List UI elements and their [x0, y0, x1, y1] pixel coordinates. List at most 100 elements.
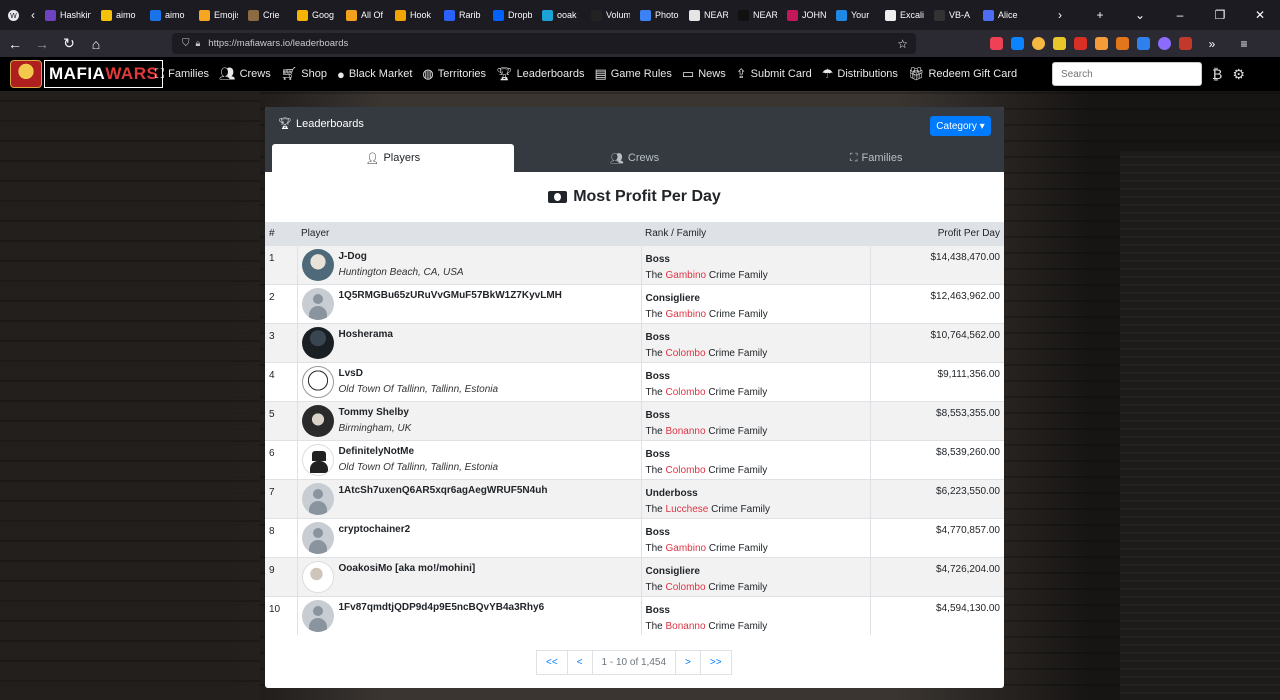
tab-scroll-right[interactable]: › [1058, 8, 1062, 22]
player-name[interactable]: cryptochainer2 [338, 523, 411, 535]
home-button[interactable]: ⌂ [91, 35, 101, 52]
family-link[interactable]: Colombo [665, 464, 706, 476]
table-row[interactable]: 10 1Fv87qmdtjQDP9d4p9E5ncBQvYB4a3Rhy6 Boss… [265, 595, 1004, 635]
player-name[interactable]: J-Dog [338, 250, 367, 262]
extension-icon[interactable] [1053, 37, 1066, 50]
player-name[interactable]: DefinitelyNotMe [338, 445, 415, 457]
browser-tab[interactable]: Goog [292, 0, 341, 30]
browser-tab[interactable]: Crie [243, 0, 292, 30]
browser-tab[interactable]: Photo [635, 0, 684, 30]
family-link[interactable]: Lucchese [665, 503, 709, 515]
extension-icon[interactable] [1095, 37, 1108, 50]
pagination-first[interactable]: << [536, 650, 568, 675]
player-name[interactable]: 1Fv87qmdtjQDP9d4p9E5ncBQvYB4a3Rhy6 [338, 601, 545, 613]
browser-tab[interactable]: Excali [880, 0, 929, 30]
tab-scroll-left[interactable]: ‹ [31, 8, 35, 22]
family-link[interactable]: Colombo [665, 347, 706, 359]
player-name[interactable]: 1Q5RMGBu65zURuVvGMuF57BkW1Z7KyvLMH [338, 289, 562, 301]
avatar[interactable] [301, 521, 334, 554]
reload-button[interactable]: ↻ [63, 35, 75, 51]
search-input[interactable] [1052, 62, 1202, 86]
pagination-last[interactable]: >> [699, 650, 732, 675]
avatar[interactable] [301, 287, 334, 320]
table-row[interactable]: 1 J-Dog Huntington Beach, CA, USA Boss The G… [265, 244, 1004, 284]
url-text[interactable]: https://mafiawars.io/leaderboards [208, 38, 349, 49]
table-row[interactable]: 5 Tommy Shelby Birmingham, UK Boss The Bonan… [265, 400, 1004, 440]
family-link[interactable]: Gambino [665, 308, 707, 320]
tab-families[interactable]: ⛶ Families [755, 144, 997, 172]
nav-territories[interactable]: ◍ Territories [422, 66, 486, 82]
wordpress-icon[interactable]: W [0, 0, 26, 30]
avatar[interactable] [301, 560, 334, 593]
nav-distributions[interactable]: ☂ Distributions [822, 66, 898, 82]
pagination-prev[interactable]: < [566, 650, 593, 675]
browser-tab[interactable]: Volum [586, 0, 635, 30]
browser-tab[interactable]: Hook [390, 0, 439, 30]
pagination-next[interactable]: > [675, 650, 701, 675]
family-link[interactable]: Bonanno [665, 620, 706, 632]
avatar[interactable] [301, 404, 334, 437]
restore-button[interactable]: ❐ [1214, 8, 1226, 22]
browser-tab[interactable]: Emojis [194, 0, 243, 30]
family-link[interactable]: Gambino [665, 542, 707, 554]
browser-tab[interactable]: Alice [978, 0, 1027, 30]
bookmark-star-icon[interactable]: ☆ [897, 36, 908, 51]
browser-tab[interactable]: All Of [341, 0, 390, 30]
browser-tab[interactable]: NEAR [684, 0, 733, 30]
nav-game-rules[interactable]: ▤ Game Rules [594, 66, 671, 82]
browser-tab[interactable]: Hashking [40, 0, 96, 30]
player-name[interactable]: 1AtcSh7uxenQ6AR5xqr6agAegWRUF5N4uh [338, 484, 548, 496]
browser-tab[interactable]: Rarib [439, 0, 488, 30]
pocket-icon[interactable] [990, 37, 1003, 50]
shield-icon[interactable]: ⛉ [182, 38, 190, 49]
player-name[interactable]: OoakosiMo [aka mo!/mohini] [338, 562, 476, 574]
table-row[interactable]: 4 LvsD Old Town Of Tallinn, Tallinn, Eston… [265, 361, 1004, 401]
settings-icon[interactable]: ⚙ [1232, 65, 1245, 82]
browser-tab[interactable]: JOHN [782, 0, 831, 30]
browser-tab[interactable]: Dropb [488, 0, 537, 30]
table-row[interactable]: 2 1Q5RMGBu65zURuVvGMuF57BkW1Z7KyvLMH Consi… [265, 283, 1004, 323]
browser-tab[interactable]: NEAR [733, 0, 782, 30]
table-row[interactable]: 8 cryptochainer2 Boss The Gambino Crime Fam… [265, 517, 1004, 557]
avatar[interactable] [301, 443, 334, 476]
extension-icon[interactable] [1032, 37, 1045, 50]
nav-leaderboards[interactable]: 🏆︎ Leaderboards [496, 66, 584, 82]
browser-tab[interactable]: VB-A [929, 0, 978, 30]
nav-crews[interactable]: 👥︎ Crews [219, 66, 271, 82]
avatar[interactable] [301, 365, 334, 398]
table-row[interactable]: 9 OoakosiMo [aka mo!/mohini] Consigliere Th… [265, 556, 1004, 596]
tab-list-button[interactable]: ⌄ [1134, 8, 1146, 22]
back-button[interactable]: ← [8, 35, 22, 52]
bitcoin-icon[interactable]: ₿ [1212, 66, 1223, 82]
player-name[interactable]: Tommy Shelby [338, 406, 409, 418]
extension-icon[interactable] [1137, 37, 1150, 50]
family-link[interactable]: Gambino [665, 269, 707, 281]
site-logo[interactable]: MAFIA WARS [10, 59, 164, 88]
avatar[interactable] [301, 482, 334, 515]
extension-icon[interactable] [1179, 37, 1192, 50]
browser-tab[interactable]: aimo [145, 0, 194, 30]
lock-icon[interactable]: 🔒︎ [195, 38, 201, 48]
category-dropdown-button[interactable]: Category ▾ [930, 116, 991, 136]
forward-button[interactable]: → [35, 35, 49, 52]
avatar[interactable] [301, 248, 334, 281]
download-icon[interactable] [1011, 37, 1024, 50]
nav-families[interactable]: ⛶ Families [155, 66, 209, 82]
new-tab-button[interactable]: + [1096, 8, 1104, 22]
tab-crews[interactable]: 👥︎ Crews [514, 144, 756, 172]
menu-icon[interactable]: ≡ [1240, 36, 1248, 51]
table-row[interactable]: 6 DefinitelyNotMe Old Town Of Tallinn, Tal… [265, 439, 1004, 479]
nav-redeem-gift-card[interactable]: 🎁︎ Redeem Gift Card [908, 66, 1017, 82]
metamask-icon[interactable] [1116, 37, 1129, 50]
player-name[interactable]: Hosherama [338, 328, 393, 340]
browser-tab[interactable]: Your [831, 0, 880, 30]
avatar[interactable] [301, 599, 334, 632]
overflow-menu-icon[interactable]: » [1208, 36, 1216, 51]
browser-tab[interactable]: aimo [96, 0, 145, 30]
close-window-button[interactable]: ✕ [1254, 8, 1266, 22]
family-link[interactable]: Bonanno [665, 425, 706, 437]
url-bar[interactable]: ⛉ 🔒︎ https://mafiawars.io/leaderboards ☆ [172, 33, 916, 54]
player-name[interactable]: LvsD [338, 367, 363, 379]
minimize-button[interactable]: – [1176, 8, 1184, 22]
extension-icon[interactable] [1074, 37, 1087, 50]
